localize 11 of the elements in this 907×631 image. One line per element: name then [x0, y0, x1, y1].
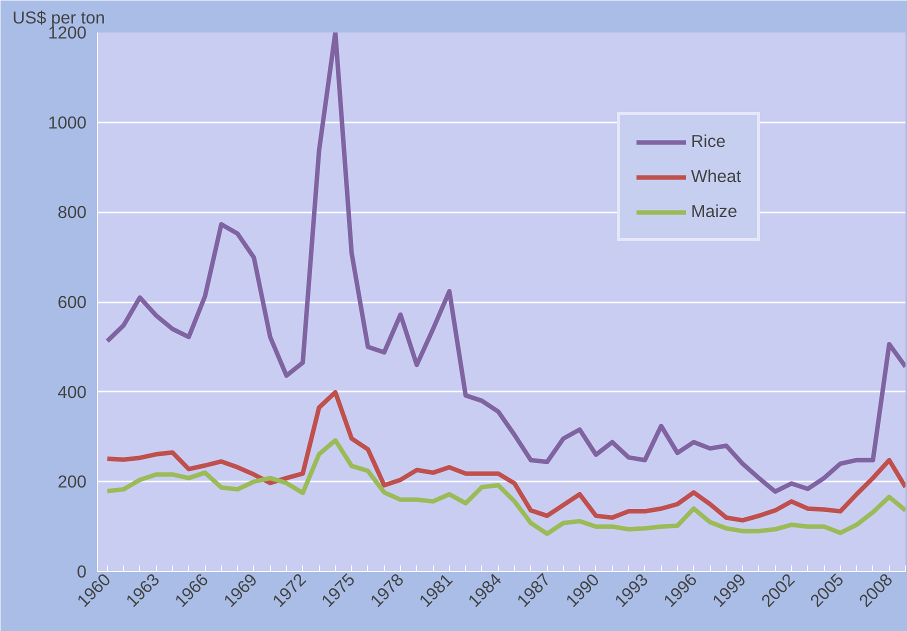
y-tick-label: 800 — [58, 202, 87, 222]
legend-label: Maize — [691, 201, 738, 222]
y-tick-label: 200 — [58, 472, 87, 492]
legend-label: Rice — [691, 131, 726, 152]
y-tick-label: 600 — [58, 292, 87, 312]
line-series — [105, 390, 906, 523]
y-tick-label: 400 — [58, 382, 87, 402]
y-tick-label: 1000 — [48, 112, 87, 132]
line-series — [105, 32, 906, 494]
line-series — [105, 438, 906, 536]
legend-label: Wheat — [691, 166, 742, 187]
